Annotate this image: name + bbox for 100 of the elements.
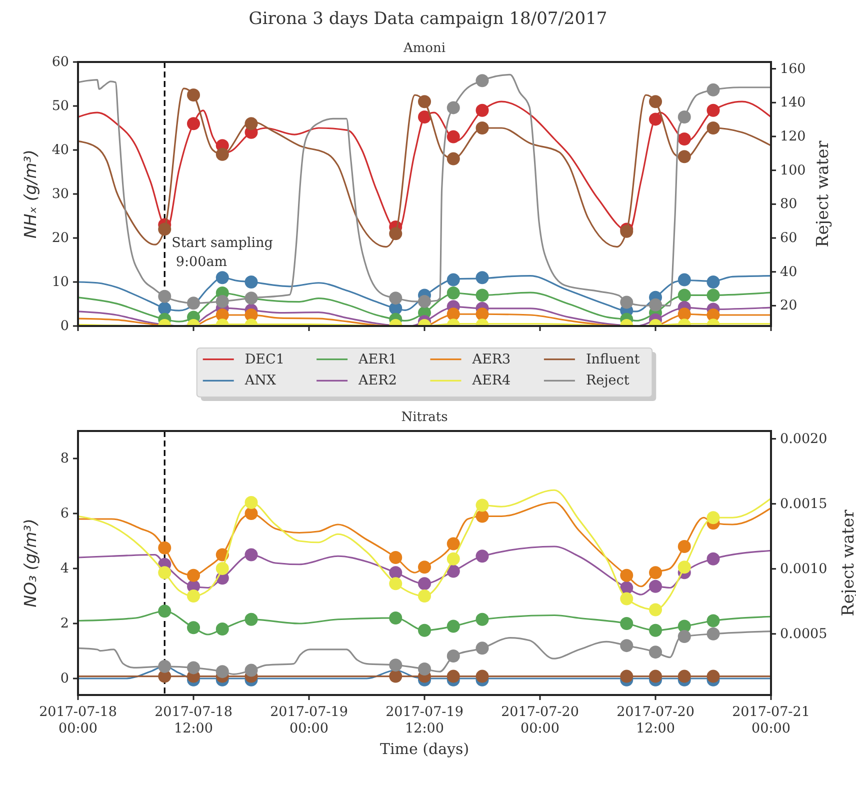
legend-label: DEC1 xyxy=(244,351,284,368)
x-axis-title: Time (days) xyxy=(380,740,470,758)
ref-line-label: Start sampling 9:00am xyxy=(172,234,274,270)
point xyxy=(187,117,200,130)
legend-label: AER2 xyxy=(358,372,397,389)
point xyxy=(187,661,200,674)
point xyxy=(476,122,489,134)
point xyxy=(476,288,489,302)
point xyxy=(476,104,489,117)
point xyxy=(446,101,460,114)
point xyxy=(187,296,200,310)
x-tick-label: 2017-07-18 12:00 xyxy=(154,704,232,736)
y2-tick-label: 80 xyxy=(780,196,798,212)
chart-title: Nitrats xyxy=(401,410,448,425)
y-tick-label: 40 xyxy=(52,142,69,158)
point xyxy=(187,621,200,634)
point xyxy=(216,622,229,636)
chart-title: Girona 3 days Data campaign 18/07/2017 xyxy=(248,9,608,29)
point xyxy=(418,590,431,602)
point xyxy=(418,560,431,574)
point xyxy=(244,292,258,305)
point xyxy=(158,222,172,236)
point xyxy=(678,273,691,286)
point xyxy=(158,604,172,618)
point xyxy=(678,308,691,321)
line-series xyxy=(78,502,771,588)
point xyxy=(446,670,460,683)
point xyxy=(389,551,402,564)
point xyxy=(649,603,662,616)
point xyxy=(649,624,662,637)
x-tick-label: 2017-07-18 00:00 xyxy=(39,704,117,736)
y-axis-title: NHₓ (g/m³) xyxy=(20,150,40,238)
x-tick-label: 2017-07-20 00:00 xyxy=(501,704,579,736)
y2-tick-label: 120 xyxy=(780,128,806,144)
point xyxy=(678,560,691,574)
point xyxy=(446,152,460,166)
point xyxy=(446,649,460,662)
point xyxy=(158,302,172,315)
point xyxy=(649,112,662,126)
point xyxy=(678,110,691,124)
point xyxy=(620,617,634,630)
point xyxy=(620,296,634,309)
y-tick-label: 0 xyxy=(60,670,69,686)
point xyxy=(389,292,402,305)
y2-tick-label: 0.0005 xyxy=(780,626,828,642)
point xyxy=(649,580,662,593)
point xyxy=(476,550,489,563)
point xyxy=(244,276,258,288)
x-tick-label: 2017-07-19 12:00 xyxy=(386,704,464,736)
point xyxy=(706,122,720,134)
y-axis-title: NO₃ (g/m³) xyxy=(20,518,40,608)
y-tick-label: 50 xyxy=(52,98,69,114)
point xyxy=(418,577,431,590)
point xyxy=(389,566,402,580)
point xyxy=(620,568,634,582)
point xyxy=(706,627,720,640)
y-tick-label: 10 xyxy=(52,274,69,290)
x-tick-label: 2017-07-21 00:00 xyxy=(732,704,810,736)
point xyxy=(476,510,489,523)
x-tick-label: 2017-07-19 00:00 xyxy=(270,704,348,736)
point xyxy=(678,132,691,146)
y2-tick-label: 20 xyxy=(780,298,798,314)
point xyxy=(446,620,460,633)
point xyxy=(244,507,258,520)
y2-tick-label: 0.0020 xyxy=(780,430,828,447)
y-tick-label: 6 xyxy=(60,506,69,522)
point xyxy=(158,660,172,673)
point xyxy=(216,148,229,161)
y-tick-label: 60 xyxy=(52,54,69,70)
legend-label: Influent xyxy=(586,351,640,368)
point xyxy=(678,540,691,553)
point xyxy=(620,639,634,652)
point xyxy=(706,511,720,524)
point xyxy=(446,564,460,578)
point xyxy=(389,670,402,683)
point xyxy=(649,670,662,683)
point xyxy=(476,642,489,655)
y2-tick-label: 160 xyxy=(780,60,806,77)
point xyxy=(158,541,172,554)
point xyxy=(389,658,402,672)
line-series xyxy=(78,88,771,248)
point xyxy=(706,670,720,683)
legend-label: Reject xyxy=(586,372,630,389)
line-series xyxy=(78,546,771,596)
point xyxy=(216,271,229,284)
point xyxy=(706,104,720,117)
point xyxy=(678,150,691,164)
legend-label: ANX xyxy=(244,372,276,389)
point xyxy=(678,630,691,643)
point xyxy=(418,95,431,108)
y-tick-label: 8 xyxy=(60,450,69,466)
y2-tick-label: 40 xyxy=(780,264,798,280)
point xyxy=(244,117,258,130)
point xyxy=(418,662,431,676)
point xyxy=(706,276,720,288)
y-tick-label: 2 xyxy=(60,616,69,632)
y2-tick-label: 140 xyxy=(780,94,806,111)
point xyxy=(389,577,402,590)
legend-label: AER4 xyxy=(471,372,511,389)
point xyxy=(446,273,460,286)
